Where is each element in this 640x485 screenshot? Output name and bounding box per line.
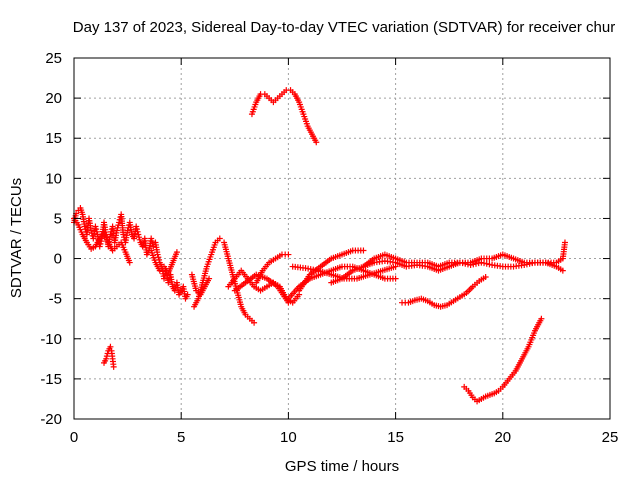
data-point-flat-track — [523, 261, 530, 268]
x-tick-label: 10 — [280, 429, 297, 446]
data-point-early-cluster — [136, 234, 143, 241]
data-point-low-curve — [538, 315, 545, 322]
data-point-early-cluster — [81, 223, 88, 230]
data-point-track-upper — [285, 251, 292, 258]
y-tick-label: -5 — [49, 291, 62, 308]
data-point-flat-track — [470, 261, 477, 268]
data-point-flat-track — [526, 260, 533, 267]
y-tick-label: 5 — [54, 210, 62, 227]
data-point-early-cluster — [113, 227, 120, 234]
tick-labels: 0 5 10 15 20 25 -20 -15 -10 -5 0 5 10 15 20 25 — [40, 50, 618, 446]
x-tick-label: 20 — [494, 429, 511, 446]
data-point-early-cluster — [107, 231, 114, 238]
data-point-mid-scatter — [171, 287, 178, 294]
data-point-early-cluster — [92, 223, 99, 230]
data-point-early-cluster — [116, 219, 123, 226]
grid-lines — [74, 58, 610, 419]
data-point-mid-scatter — [184, 291, 191, 298]
y-axis-label: SDTVAR / TECUs — [8, 178, 25, 298]
data-point-early-cluster — [97, 240, 104, 247]
data-point-early-cluster — [148, 238, 155, 245]
data-point-early-cluster — [134, 228, 141, 235]
data-point-early-track-b — [126, 259, 133, 266]
data-point-early-cluster — [93, 226, 100, 233]
data-points — [71, 87, 568, 405]
data-point-flat-track — [459, 260, 466, 267]
chart-title: Day 137 of 2023, Sidereal Day-to-day VTE… — [73, 19, 615, 36]
data-point-flat-track — [473, 260, 479, 267]
data-point-flat-track — [481, 260, 488, 267]
data-point-small-segment — [110, 363, 117, 370]
data-point-early-cluster — [124, 227, 131, 234]
data-point-small-segment — [103, 353, 110, 360]
y-tick-label: 10 — [45, 170, 62, 187]
data-point-lower-mid-track — [482, 274, 489, 281]
x-tick-label: 5 — [177, 429, 185, 446]
data-point-scatter-track — [206, 275, 213, 282]
data-point-small-segment — [107, 343, 114, 350]
data-point-mid-track — [173, 249, 180, 256]
data-point-flat-track — [467, 261, 474, 268]
data-point-flat-track — [456, 259, 463, 266]
data-point-cross-a — [392, 275, 399, 282]
data-point-descending-track — [251, 319, 258, 326]
data-point-flat-track — [478, 259, 485, 266]
data-point-flat-track — [464, 261, 471, 268]
y-tick-label: 25 — [45, 50, 62, 67]
data-point-early-cluster — [136, 236, 143, 243]
y-tick-label: -15 — [40, 371, 62, 388]
y-tick-label: 15 — [45, 130, 62, 147]
data-point-early-cluster — [148, 235, 155, 242]
data-point-small-segment — [103, 355, 110, 362]
axis-ticks — [73, 57, 611, 420]
x-tick-label: 25 — [602, 429, 619, 446]
data-point-mid-scatter — [154, 251, 161, 258]
x-axis-label: GPS time / hours — [285, 458, 399, 475]
y-tick-label: 20 — [45, 90, 62, 107]
data-point-flat-track — [462, 260, 469, 267]
data-point-early-cluster — [114, 224, 121, 231]
data-point-flat-track — [483, 260, 490, 267]
data-point-early-cluster — [133, 226, 140, 233]
y-tick-label: 0 — [54, 251, 62, 268]
data-point-early-cluster — [93, 228, 100, 235]
data-point-early-cluster — [120, 231, 127, 238]
x-tick-label: 15 — [387, 429, 404, 446]
data-point-early-cluster — [139, 243, 146, 250]
data-point-rising-track — [216, 235, 223, 242]
data-point-high-segment — [313, 139, 320, 146]
data-point-early-cluster — [133, 223, 140, 230]
data-point-flat-track — [561, 239, 568, 246]
data-point-early-cluster — [149, 240, 156, 247]
data-point-cross-d — [559, 267, 566, 274]
data-point-flat-track — [475, 260, 482, 267]
plot-frame — [73, 57, 611, 420]
x-tick-label: 0 — [70, 429, 78, 446]
data-point-early-cluster — [135, 231, 142, 238]
y-tick-label: -20 — [40, 411, 62, 428]
data-point-mid-scatter — [165, 279, 172, 286]
data-point-cross-b — [360, 247, 367, 254]
data-point-early-cluster — [88, 227, 95, 234]
data-point-mid-scatter — [161, 275, 168, 282]
data-point-flat-track — [529, 260, 536, 267]
data-point-flat-track — [521, 261, 528, 268]
y-tick-label: -10 — [40, 331, 62, 348]
data-point-flat-track — [486, 261, 493, 268]
